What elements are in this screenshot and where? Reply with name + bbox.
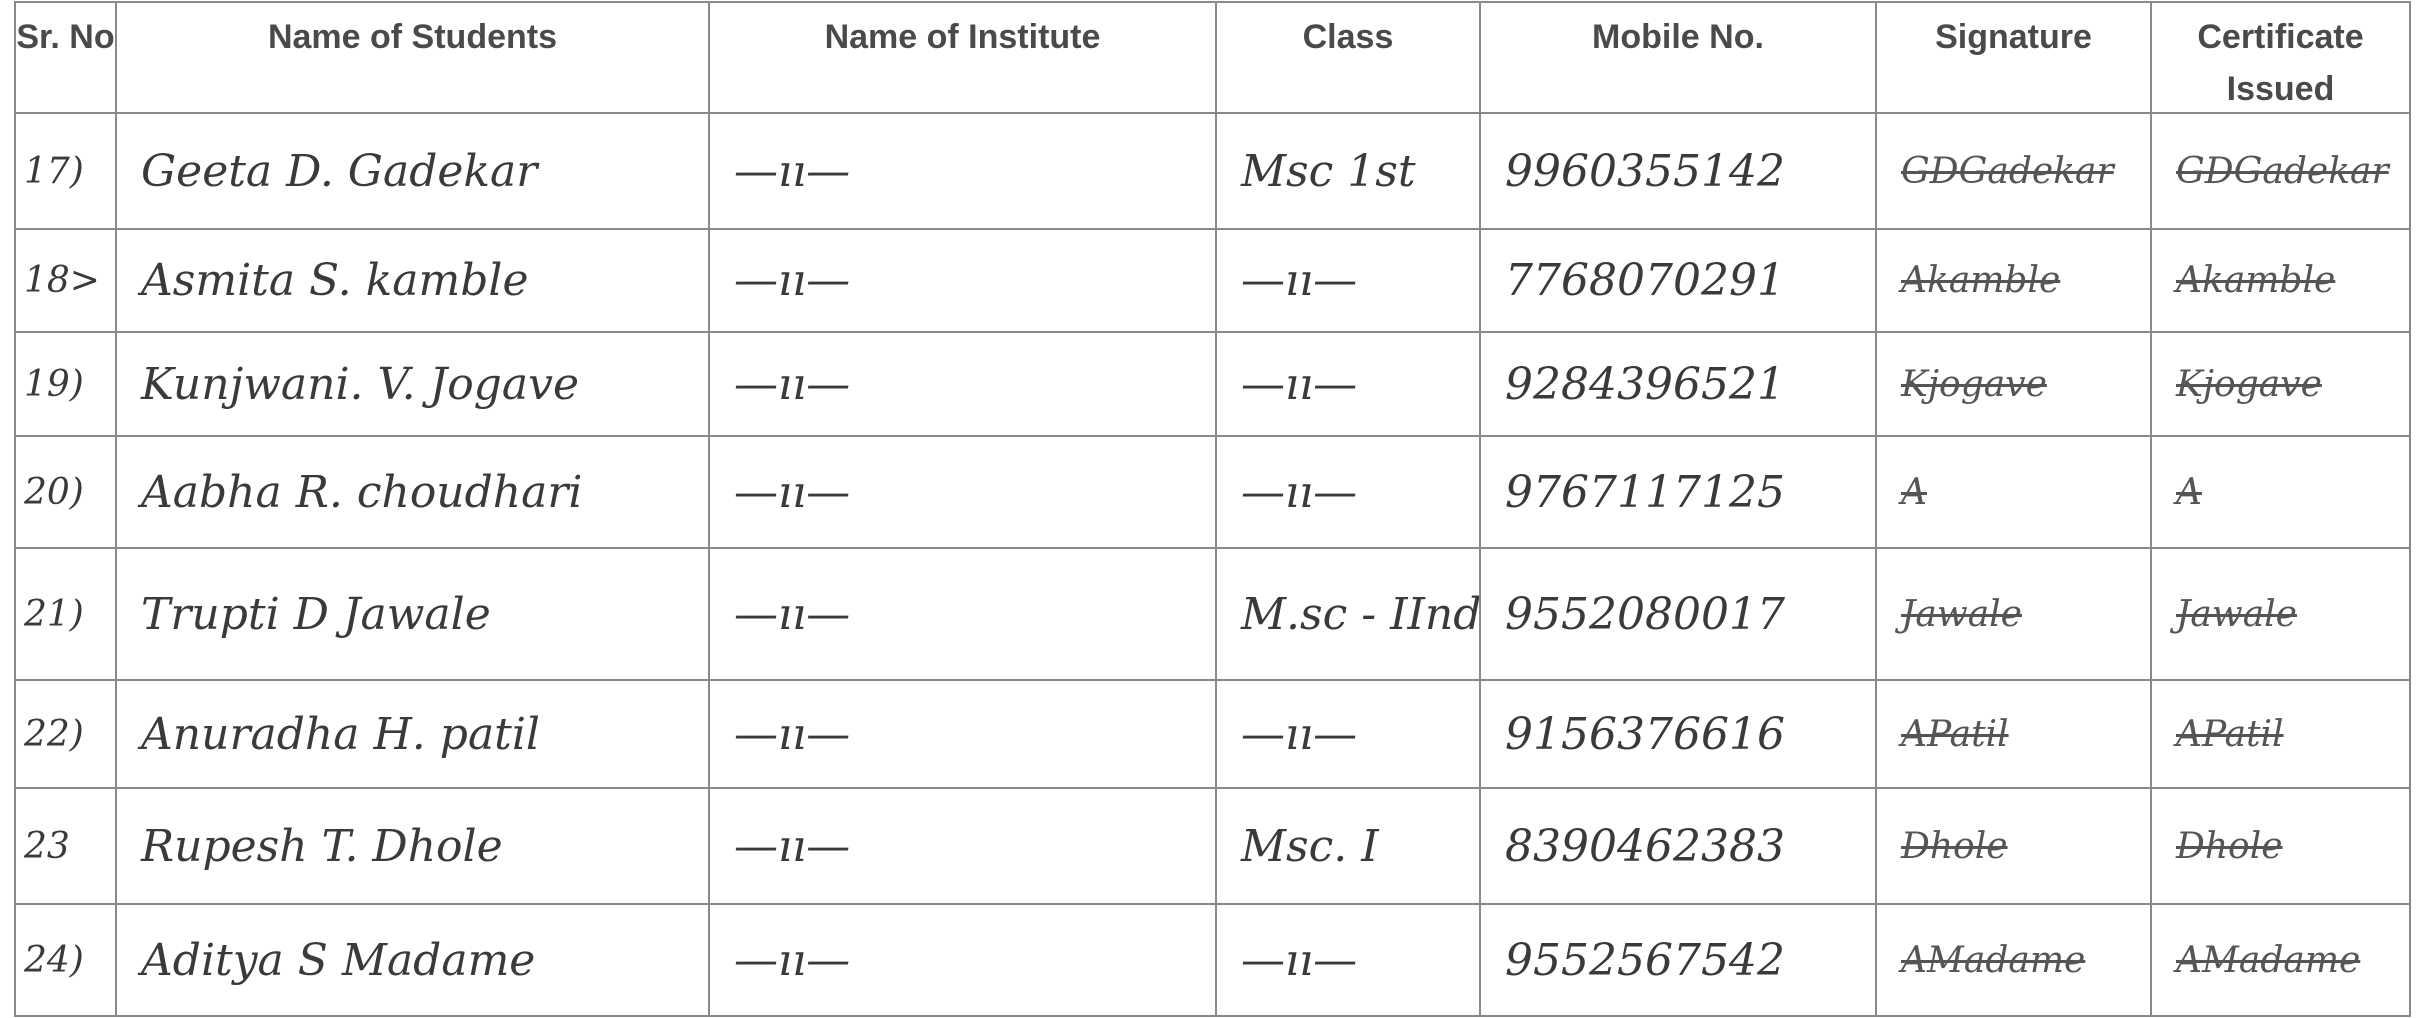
certificate-issued: A xyxy=(2150,435,2411,549)
serial-number: 24) xyxy=(14,903,117,1017)
header-cell: Class xyxy=(1215,1,1481,114)
institute: —ıı— xyxy=(708,228,1217,333)
student-name: Asmita S. kamble xyxy=(115,228,710,333)
class: Msc 1st xyxy=(1215,112,1481,230)
certificate-issued: GDGadekar xyxy=(2150,112,2411,230)
mobile-number: 8390462383 xyxy=(1479,787,1877,905)
class: M.sc - IInd xyxy=(1215,547,1481,681)
signature: A xyxy=(1875,435,2152,549)
header-cell: Mobile No. xyxy=(1479,1,1877,114)
class: —ıı— xyxy=(1215,331,1481,437)
class: —ıı— xyxy=(1215,435,1481,549)
serial-number: 21) xyxy=(14,547,117,681)
serial-number: 23 xyxy=(14,787,117,905)
mobile-number: 9960355142 xyxy=(1479,112,1877,230)
institute: —ıı— xyxy=(708,331,1217,437)
institute: —ıı— xyxy=(708,547,1217,681)
mobile-number: 9767117125 xyxy=(1479,435,1877,549)
header-cell: Certificate Issued xyxy=(2150,1,2411,114)
certificate-issued: AMadame xyxy=(2150,903,2411,1017)
class: —ıı— xyxy=(1215,228,1481,333)
signature: Akamble xyxy=(1875,228,2152,333)
serial-number: 22) xyxy=(14,679,117,789)
signature: Jawale xyxy=(1875,547,2152,681)
signature: Kjogave xyxy=(1875,331,2152,437)
institute: —ıı— xyxy=(708,435,1217,549)
signature: APatil xyxy=(1875,679,2152,789)
class: —ıı— xyxy=(1215,679,1481,789)
mobile-number: 9552080017 xyxy=(1479,547,1877,681)
student-name: Anuradha H. patil xyxy=(115,679,710,789)
header-cell: Sr. No xyxy=(14,1,117,114)
header-cell: Name of Institute xyxy=(708,1,1217,114)
mobile-number: 9552567542 xyxy=(1479,903,1877,1017)
certificate-issued: Dhole xyxy=(2150,787,2411,905)
serial-number: 20) xyxy=(14,435,117,549)
student-name: Geeta D. Gadekar xyxy=(115,112,710,230)
certificate-issued: Kjogave xyxy=(2150,331,2411,437)
signature: GDGadekar xyxy=(1875,112,2152,230)
student-name: Rupesh T. Dhole xyxy=(115,787,710,905)
serial-number: 19) xyxy=(14,331,117,437)
signature: Dhole xyxy=(1875,787,2152,905)
mobile-number: 9156376616 xyxy=(1479,679,1877,789)
institute: —ıı— xyxy=(708,787,1217,905)
certificate-issued: Akamble xyxy=(2150,228,2411,333)
class: —ıı— xyxy=(1215,903,1481,1017)
institute: —ıı— xyxy=(708,679,1217,789)
certificate-issued: Jawale xyxy=(2150,547,2411,681)
mobile-number: 9284396521 xyxy=(1479,331,1877,437)
institute: —ıı— xyxy=(708,903,1217,1017)
mobile-number: 7768070291 xyxy=(1479,228,1877,333)
class: Msc. I xyxy=(1215,787,1481,905)
serial-number: 18> xyxy=(14,228,117,333)
serial-number: 17) xyxy=(14,112,117,230)
header-cell: Name of Students xyxy=(115,1,710,114)
institute: —ıı— xyxy=(708,112,1217,230)
student-name: Aabha R. choudhari xyxy=(115,435,710,549)
signature: AMadame xyxy=(1875,903,2152,1017)
student-name: Aditya S Madame xyxy=(115,903,710,1017)
certificate-issued: APatil xyxy=(2150,679,2411,789)
student-name: Kunjwani. V. Jogave xyxy=(115,331,710,437)
header-cell: Signature xyxy=(1875,1,2152,114)
student-name: Trupti D Jawale xyxy=(115,547,710,681)
